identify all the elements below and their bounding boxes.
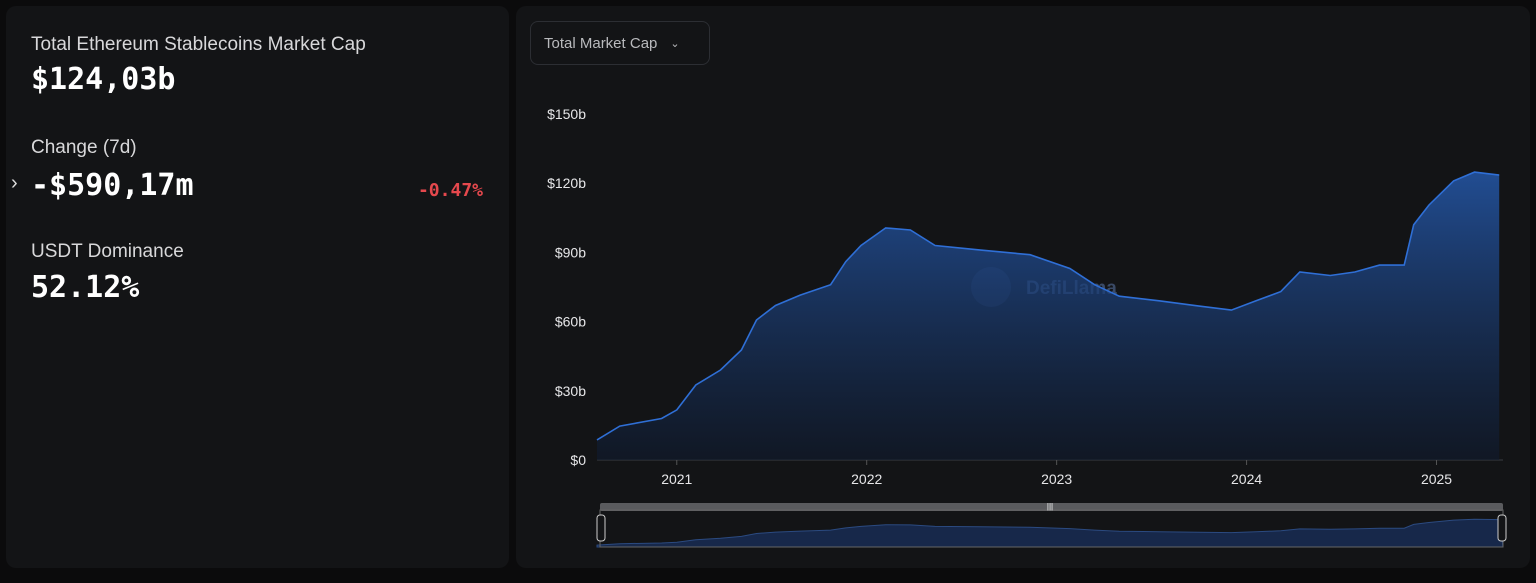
y-tick-label: $0 — [570, 452, 586, 468]
change-percent: -0.47% — [417, 180, 483, 201]
total-market-cap-label: Total Ethereum Stablecoins Market Cap — [31, 34, 366, 55]
x-tick-label: 2021 — [661, 471, 692, 487]
chart-panel: Total Market Cap ⌄ DefiLlama $0$30b$60b$… — [516, 6, 1530, 568]
chart-type-dropdown[interactable]: Total Market Cap ⌄ — [530, 21, 710, 65]
total-market-cap-value: $124,03b — [31, 62, 176, 97]
y-tick-label: $30b — [555, 383, 586, 399]
x-tick-label: 2022 — [851, 471, 882, 487]
x-tick-label: 2024 — [1231, 471, 1262, 487]
x-tick-label: 2025 — [1421, 471, 1452, 487]
y-tick-label: $150b — [547, 106, 586, 122]
series-line — [596, 171, 1500, 441]
range-preview-area — [596, 518, 1504, 548]
range-handle-left[interactable] — [596, 514, 606, 542]
change-value: -$590,17m — [31, 168, 194, 203]
dropdown-label: Total Market Cap — [544, 34, 658, 52]
x-tick-label: 2023 — [1041, 471, 1072, 487]
range-grip-icon: ||| — [1047, 502, 1053, 511]
range-handle-right[interactable] — [1497, 514, 1507, 542]
change-label: Change (7d) — [31, 137, 137, 158]
summary-panel: Total Ethereum Stablecoins Market Cap $1… — [6, 6, 509, 568]
chevron-down-icon: ⌄ — [670, 37, 680, 50]
area-fill — [597, 172, 1500, 460]
y-tick-label: $90b — [555, 244, 586, 260]
dominance-label: USDT Dominance — [31, 241, 184, 262]
y-tick-label: $60b — [555, 314, 586, 330]
expand-chevron-icon[interactable]: › — [11, 172, 18, 194]
range-slider-bar — [600, 503, 1503, 511]
dominance-value: 52.12% — [31, 270, 140, 305]
y-tick-label: $120b — [547, 175, 586, 191]
market-cap-chart[interactable]: DefiLlama $0$30b$60b$90b$120b$150b202120… — [516, 6, 1530, 568]
